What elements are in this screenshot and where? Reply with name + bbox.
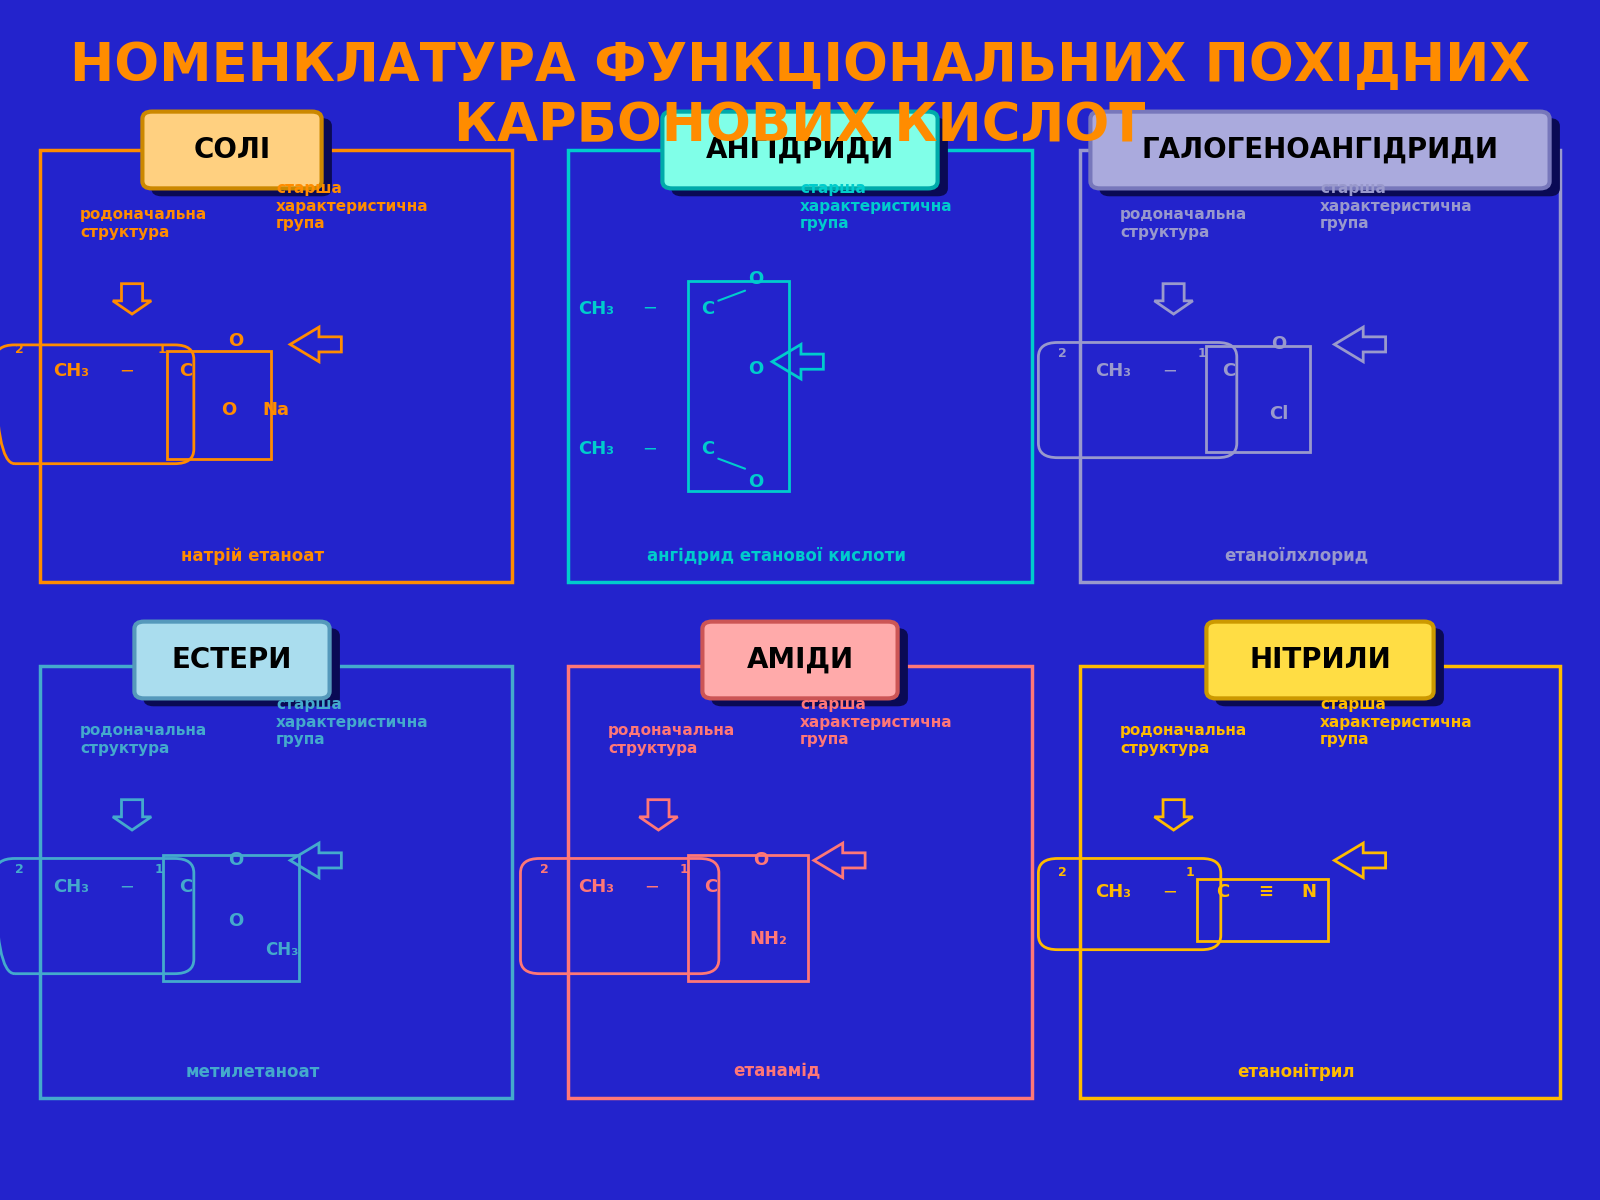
Text: 1: 1 [1197,347,1206,360]
FancyBboxPatch shape [1206,622,1434,698]
Text: старша
характеристична
група: старша характеристична група [800,181,952,232]
FancyBboxPatch shape [152,119,331,196]
Bar [688,281,789,491]
Text: ─: ─ [1165,883,1174,901]
Text: O: O [749,360,763,378]
Text: ангідрид етанової кислоти: ангідрид етанової кислоти [648,546,906,564]
Text: НОМЕНКЛАТУРА ФУНКЦІОНАЛЬНИХ ПОХІДНИХ: НОМЕНКЛАТУРА ФУНКЦІОНАЛЬНИХ ПОХІДНИХ [70,40,1530,92]
FancyBboxPatch shape [134,622,330,698]
Text: CH₃: CH₃ [53,362,88,380]
Text: CH₃: CH₃ [578,300,614,318]
Text: CH₃: CH₃ [578,878,614,896]
Text: C: C [704,878,717,896]
FancyBboxPatch shape [662,112,938,188]
FancyBboxPatch shape [144,629,339,706]
Text: ГАЛОГЕНОАНГІДРИДИ: ГАЛОГЕНОАНГІДРИДИ [1141,136,1499,164]
Text: CH₃: CH₃ [53,878,88,896]
Text: 2: 2 [1058,347,1067,360]
Text: O: O [1270,335,1286,353]
Text: натрій етаноат: натрій етаноат [181,546,323,564]
Bar [1206,346,1310,451]
Text: ─: ─ [645,440,656,458]
Text: O: O [227,912,243,930]
Text: NH₂: NH₂ [749,930,787,948]
Text: АНГІДРИДИ: АНГІДРИДИ [706,136,894,164]
Text: 1: 1 [1186,866,1195,880]
Text: ─: ─ [645,300,656,318]
Text: ─: ─ [646,878,658,896]
Text: C: C [701,440,714,458]
Text: ≡: ≡ [1258,883,1274,901]
Text: етанамід: етанамід [733,1063,821,1080]
Text: ЕСТЕРИ: ЕСТЕРИ [171,646,293,674]
Text: старша
характеристична
група: старша характеристична група [277,181,429,232]
Text: СОЛІ: СОЛІ [194,136,270,164]
Bar [40,666,512,1098]
Text: C: C [179,878,192,896]
FancyBboxPatch shape [702,622,898,698]
Text: родоначальна
структура: родоначальна структура [80,724,208,756]
Text: O: O [227,851,243,869]
Text: CH₃: CH₃ [266,941,299,959]
Text: N: N [1301,883,1317,901]
Text: C: C [179,362,192,380]
Text: O: O [227,332,243,350]
Text: КАРБОНОВИХ КИСЛОТ: КАРБОНОВИХ КИСЛОТ [454,100,1146,152]
Text: етаноїлхлорид: етаноїлхлорид [1224,546,1368,564]
Text: Na: Na [262,401,290,419]
Text: НІТРИЛИ: НІТРИЛИ [1250,646,1390,674]
Text: O: O [754,851,768,869]
Text: O: O [749,473,763,491]
Text: 2: 2 [541,863,549,876]
Text: родоначальна
структура: родоначальна структура [608,724,736,756]
Text: 1: 1 [157,343,166,356]
FancyBboxPatch shape [672,119,947,196]
Bar [1197,878,1328,941]
Text: 1: 1 [680,863,688,876]
Text: АМІДИ: АМІДИ [747,646,853,674]
Text: метилетаноат: метилетаноат [186,1063,320,1080]
Text: старша
характеристична
група: старша характеристична група [1320,181,1472,232]
Text: CH₃: CH₃ [1096,883,1131,901]
Text: родоначальна
структура: родоначальна структура [1120,208,1248,240]
Text: ─: ─ [1165,362,1174,380]
Bar [40,150,512,582]
Bar [166,350,270,458]
Text: старша
характеристична
група: старша характеристична група [800,697,952,748]
Text: C: C [701,300,714,318]
Bar [568,150,1032,582]
Text: C: C [1216,883,1229,901]
FancyBboxPatch shape [1216,629,1443,706]
Text: C: C [1222,362,1235,380]
Text: ─: ─ [122,362,133,380]
Bar [568,666,1032,1098]
Bar [1080,150,1560,582]
Text: 2: 2 [14,863,24,876]
Text: O: O [221,401,237,419]
Text: CH₃: CH₃ [578,440,614,458]
Text: родоначальна
структура: родоначальна структура [80,208,208,240]
FancyBboxPatch shape [142,112,322,188]
Bar [1080,666,1560,1098]
FancyBboxPatch shape [1101,119,1558,196]
FancyBboxPatch shape [1091,112,1550,188]
Text: родоначальна
структура: родоначальна структура [1120,724,1248,756]
Text: CH₃: CH₃ [1096,362,1131,380]
Text: Cl: Cl [1269,406,1288,424]
Text: 2: 2 [1058,866,1067,880]
Text: старша
характеристична
група: старша характеристична група [277,697,429,748]
Text: старша
характеристична
група: старша характеристична група [1320,697,1472,748]
Text: етанонітрил: етанонітрил [1237,1063,1355,1080]
Bar [163,854,299,980]
Text: ─: ─ [122,878,133,896]
Text: O: O [749,270,763,288]
Text: 1: 1 [154,863,163,876]
FancyBboxPatch shape [712,629,907,706]
Text: 2: 2 [14,343,24,356]
Bar [688,854,808,980]
